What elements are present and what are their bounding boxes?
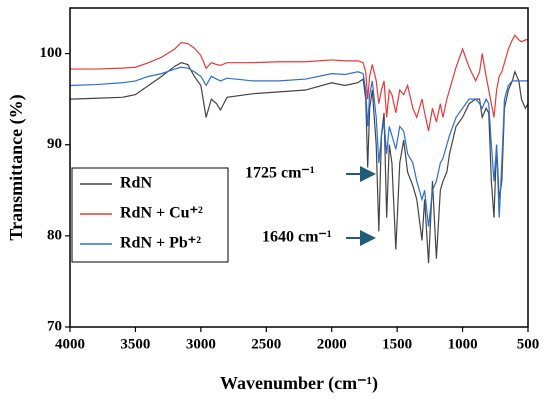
y-tick-label: 80 xyxy=(47,227,62,243)
x-axis-label: Wavenumber (cm⁻¹) xyxy=(220,373,378,394)
x-tick-label: 500 xyxy=(517,336,540,352)
annotation: 1725 cm⁻¹ xyxy=(245,165,315,182)
y-axis-label: Transmittance (%) xyxy=(6,94,27,240)
legend-label: RdN xyxy=(120,175,152,192)
series-line xyxy=(69,62,529,264)
x-tick-label: 3500 xyxy=(120,336,150,352)
y-tick-label: 70 xyxy=(47,318,62,334)
y-tick-label: 100 xyxy=(40,45,63,61)
x-tick-label: 2500 xyxy=(251,336,281,352)
legend-label: RdN + Cu⁺² xyxy=(120,205,203,222)
x-tick-label: 4000 xyxy=(55,336,85,352)
x-tick-label: 1500 xyxy=(382,336,412,352)
plot-frame xyxy=(69,7,529,328)
y-tick-label: 90 xyxy=(47,136,62,152)
series-line xyxy=(69,66,528,227)
x-tick-label: 1000 xyxy=(448,336,478,352)
x-tick-label: 2000 xyxy=(317,336,347,352)
annotation: 1640 cm⁻¹ xyxy=(262,229,332,246)
legend-label: RdN + Pb⁺² xyxy=(120,235,201,252)
series-line xyxy=(70,34,528,132)
x-tick-label: 3000 xyxy=(186,336,216,352)
